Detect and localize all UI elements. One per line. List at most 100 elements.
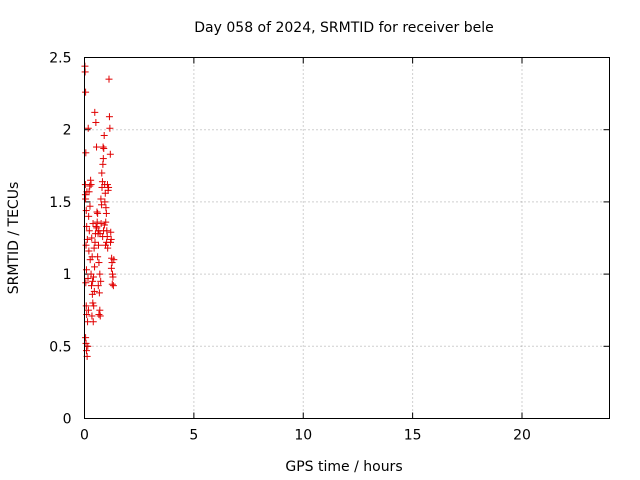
data-point — [90, 244, 98, 252]
data-point — [86, 256, 94, 264]
data-point — [86, 202, 94, 210]
data-point — [98, 169, 106, 177]
x-tick-label: 10 — [294, 428, 312, 444]
data-point — [98, 201, 106, 209]
y-axis-label: SRMTID / TECUs — [6, 182, 22, 295]
data-point — [85, 212, 93, 220]
x-axis-label: GPS time / hours — [285, 459, 402, 475]
data-point — [82, 88, 90, 96]
data-point — [96, 312, 104, 320]
data-point — [109, 282, 117, 290]
x-tick-label: 20 — [513, 428, 531, 444]
data-point — [82, 302, 90, 310]
data-point — [85, 247, 93, 255]
data-point — [109, 273, 117, 281]
data-point — [84, 306, 92, 314]
data-point — [94, 282, 102, 290]
data-point — [95, 311, 103, 319]
data-point — [100, 144, 108, 152]
data-point — [107, 238, 115, 246]
data-point — [96, 270, 104, 278]
data-point — [102, 209, 110, 217]
data-point — [88, 312, 96, 320]
chart-title: Day 058 of 2024, SRMTID for receiver bel… — [194, 20, 493, 36]
data-point — [103, 181, 111, 189]
data-point — [84, 342, 92, 350]
data-point — [107, 235, 115, 243]
data-point — [97, 220, 105, 228]
data-point — [82, 207, 90, 215]
data-point — [100, 221, 108, 229]
data-point — [82, 149, 90, 157]
data-point — [82, 279, 90, 287]
grid-layer — [84, 57, 610, 419]
data-point — [97, 277, 105, 285]
data-point — [100, 227, 108, 235]
data-point — [89, 220, 97, 228]
data-point — [107, 264, 115, 272]
data-point — [102, 218, 110, 226]
y-tick-label: 2.5 — [49, 51, 71, 67]
data-point — [95, 241, 102, 249]
x-tick-label: 0 — [80, 428, 89, 444]
data-point — [88, 234, 96, 242]
data-point — [91, 238, 99, 246]
data-point — [92, 118, 100, 126]
data-point — [99, 143, 107, 151]
y-tick-label: 2 — [63, 123, 72, 139]
y-tick-label: 0.5 — [49, 339, 71, 355]
data-point — [94, 253, 102, 261]
data-point — [99, 155, 107, 163]
data-point — [105, 75, 113, 83]
data-point — [93, 143, 101, 151]
x-tick-label: 15 — [404, 428, 422, 444]
y-tick-label: 0 — [63, 412, 72, 428]
data-point — [95, 259, 103, 267]
data-point — [86, 182, 94, 190]
plot-frame — [84, 57, 610, 419]
point-layer — [81, 62, 118, 360]
data-point — [89, 318, 97, 326]
data-point — [110, 256, 118, 264]
data-point — [100, 131, 108, 139]
data-point — [95, 289, 103, 297]
data-point — [102, 241, 109, 249]
data-point — [85, 227, 93, 235]
data-point — [92, 222, 100, 230]
data-point — [105, 113, 113, 121]
data-point — [89, 277, 97, 285]
data-point — [106, 150, 114, 158]
data-point — [108, 259, 116, 267]
data-point — [101, 198, 109, 206]
x-tick-label: 5 — [189, 428, 198, 444]
data-point — [89, 299, 97, 307]
data-point — [89, 273, 97, 281]
data-point — [91, 108, 99, 116]
data-point — [82, 241, 90, 249]
data-point — [93, 208, 101, 216]
y-tick-label: 1 — [63, 267, 72, 283]
data-point — [84, 124, 92, 132]
data-point — [83, 235, 91, 243]
data-point — [99, 233, 107, 241]
data-point — [82, 195, 90, 203]
data-point — [94, 209, 102, 217]
data-point — [81, 68, 89, 76]
y-tick-label: 1.5 — [49, 195, 71, 211]
tick-layer: 0 5 10 15 20 0 0.5 1 1.5 2 2.5 — [49, 51, 610, 444]
data-point — [91, 263, 99, 271]
data-point — [105, 183, 113, 191]
data-point — [90, 302, 98, 310]
data-point — [88, 282, 95, 290]
data-point — [81, 181, 89, 189]
data-point — [97, 195, 105, 203]
data-point — [84, 274, 92, 282]
data-point — [90, 287, 98, 295]
data-point — [106, 124, 114, 132]
data-point — [108, 280, 116, 288]
data-point — [107, 228, 115, 236]
data-point — [82, 339, 90, 347]
data-point — [101, 189, 109, 197]
